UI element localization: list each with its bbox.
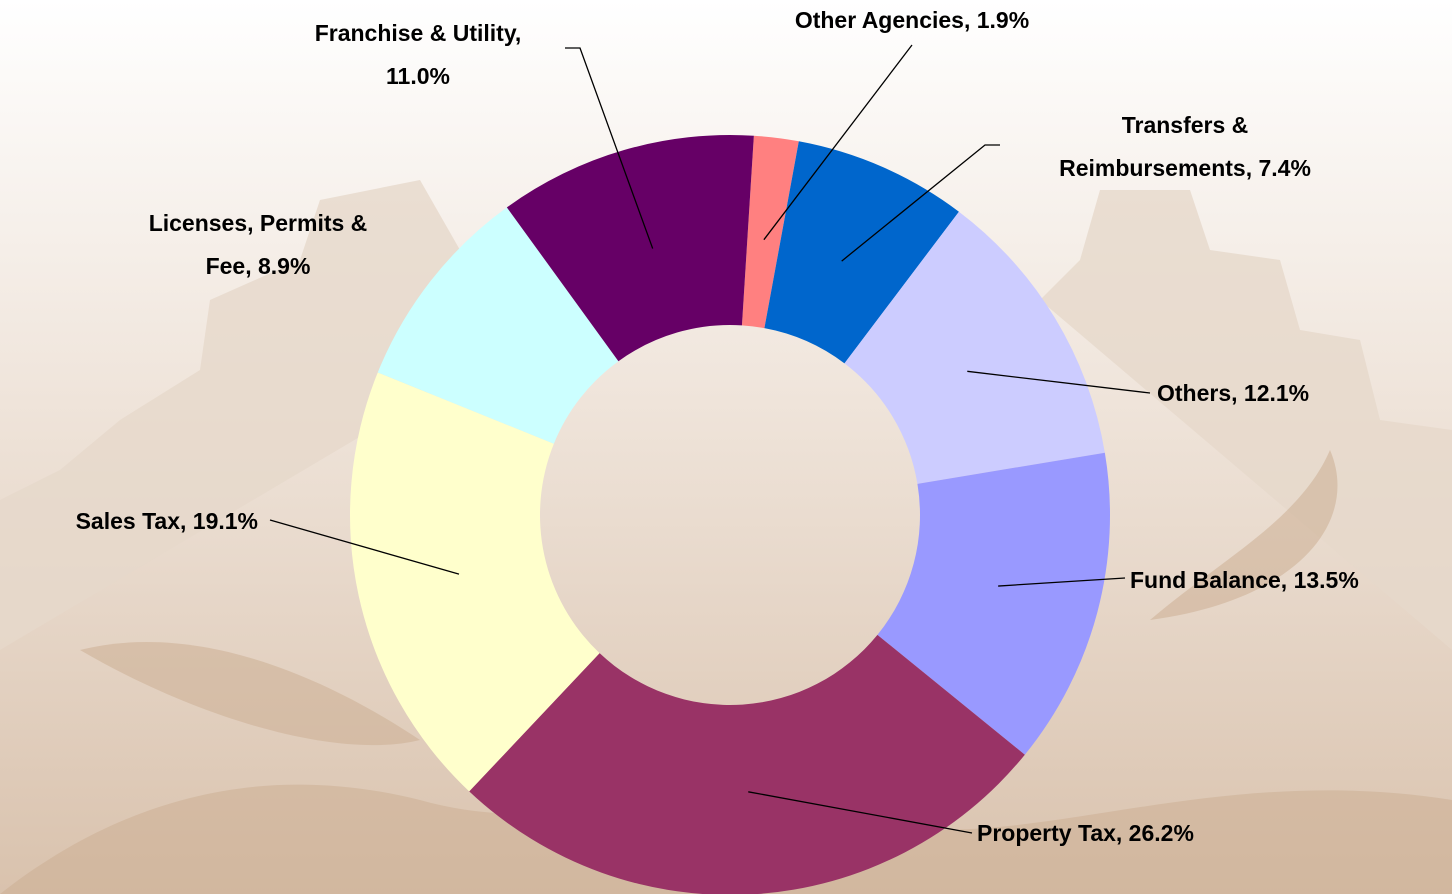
data-label-line: Transfers &	[1122, 112, 1249, 138]
leader-line	[269, 519, 460, 575]
data-label: Property Tax, 26.2%	[977, 820, 1194, 846]
data-label-line: Fund Balance, 13.5%	[1130, 567, 1359, 593]
leader-line	[763, 44, 913, 241]
leader-line	[748, 791, 973, 834]
donut-slice	[877, 452, 1110, 755]
data-label-line: Property Tax, 26.2%	[977, 820, 1194, 846]
donut-slice	[506, 135, 754, 362]
data-label-line: Reimbursements, 7.4%	[1059, 155, 1311, 181]
leader-line	[841, 144, 1000, 262]
donut	[349, 135, 1110, 894]
data-label-line: Fee, 8.9%	[206, 253, 311, 279]
leader-line	[565, 47, 654, 249]
data-label-line: Franchise & Utility,	[315, 20, 522, 46]
leader-line	[967, 370, 1151, 394]
background-decoration	[0, 180, 1452, 650]
data-label-line: 11.0%	[386, 63, 450, 89]
data-label-line: Licenses, Permits &	[149, 210, 368, 236]
donut-slice	[844, 211, 1105, 484]
data-label: Other Agencies, 1.9%	[795, 7, 1029, 33]
leader-line	[998, 577, 1126, 587]
data-label-line: Other Agencies, 1.9%	[795, 7, 1029, 33]
donut-slice	[377, 207, 619, 444]
data-labels: Other Agencies, 1.9% Transfers & Reimburse…	[76, 7, 1359, 846]
data-label: Others, 12.1%	[1157, 380, 1309, 406]
donut-slice	[469, 634, 1025, 894]
data-label: Licenses, Permits & Fee, 8.9%	[149, 210, 368, 279]
data-label-line: Sales Tax, 19.1%	[76, 508, 258, 534]
data-label-line: Others, 12.1%	[1157, 380, 1309, 406]
data-label: Transfers & Reimbursements, 7.4%	[1059, 112, 1311, 181]
data-label: Fund Balance, 13.5%	[1130, 567, 1359, 593]
data-label: Sales Tax, 19.1%	[76, 508, 258, 534]
donut-slice	[764, 141, 959, 364]
donut-slice	[349, 372, 600, 792]
data-label: Franchise & Utility, 11.0%	[315, 20, 522, 89]
